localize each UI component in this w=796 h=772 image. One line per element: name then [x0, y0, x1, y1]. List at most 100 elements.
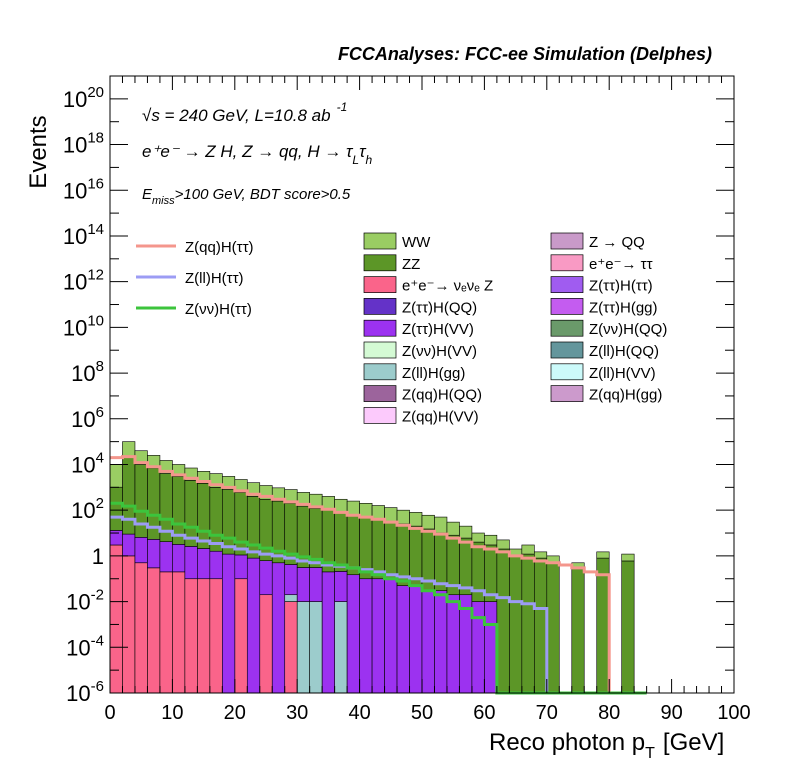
stack-bar — [159, 571, 173, 694]
legend-bkg-label: Z → QQ — [589, 234, 645, 251]
stack-bar — [271, 562, 286, 694]
stack-bar — [421, 590, 435, 694]
stack-bar — [172, 544, 186, 573]
signal-lines — [110, 455, 647, 695]
x-tick-label: 50 — [411, 702, 433, 724]
y-tick-label: 1020 — [63, 84, 104, 112]
stack-bar — [409, 525, 423, 586]
stack-bar — [122, 533, 136, 557]
stack-bar — [334, 571, 348, 602]
stack-bar — [234, 492, 248, 556]
stack-bar — [246, 496, 261, 559]
stack-bar — [184, 480, 198, 547]
stack-bar — [346, 514, 360, 576]
stack-bar — [109, 464, 123, 488]
legend-bkg-label: Z(νν)H(VV) — [402, 343, 477, 360]
stack-bar — [234, 578, 248, 694]
stack-bar — [521, 553, 535, 694]
stack-bar — [434, 590, 448, 694]
stack-bar — [371, 518, 385, 580]
stack-bar — [396, 585, 410, 694]
stack-bar — [309, 601, 323, 694]
stack-bar — [346, 574, 360, 694]
stack-bar — [471, 541, 485, 602]
svg-text:Emiss>100 GeV, BDT score>0.5: Emiss>100 GeV, BDT score>0.5 — [142, 186, 351, 207]
legend-bkg-swatch — [363, 407, 397, 424]
x-tick-label: 30 — [286, 702, 308, 724]
y-tick-label: 10-6 — [66, 678, 104, 706]
stack-bar — [484, 544, 498, 602]
stack-bar — [296, 567, 310, 602]
x-tick-label: 0 — [104, 702, 115, 724]
x-tick-label: 80 — [598, 702, 620, 724]
stack-bar — [147, 567, 161, 694]
legend-bkg-swatch — [363, 232, 397, 250]
stack-bar — [534, 551, 548, 559]
stack-bar — [309, 567, 323, 602]
legend-bkg-swatch — [363, 276, 397, 293]
stack-bar — [359, 503, 373, 518]
legend-signal-label: Z(νν)H(ττ) — [185, 301, 252, 318]
annotation-energy: √s = 240 GeV, L=10.8 ab -1 — [142, 100, 347, 125]
stack-bar — [546, 562, 560, 694]
stack-bar — [496, 539, 510, 550]
legend-bkg-swatch — [363, 363, 397, 381]
stack-bar — [134, 464, 148, 538]
y-tick-label: 108 — [71, 358, 104, 386]
stack-bar — [334, 498, 348, 513]
stack-bar — [134, 537, 148, 564]
annotation-process: e⁺e⁻ → Z H, Z → qq, H → τLτh — [142, 142, 372, 167]
stack-bar — [346, 500, 360, 516]
legend-bkg-swatch — [363, 341, 397, 359]
legend-bkg-swatch — [363, 385, 397, 402]
stack-bar — [471, 601, 485, 694]
stack-bar — [434, 532, 448, 591]
stack-bar — [434, 516, 448, 534]
stack-bar — [509, 555, 523, 694]
x-tick-label: 40 — [348, 702, 370, 724]
stack-bar — [284, 594, 298, 602]
svg-text:√s = 240 GeV, L=10.8 ab-1: √s = 240 GeV, L=10.8 ab -1 — [142, 100, 347, 125]
legend-bkg-swatch — [550, 363, 584, 381]
stack-bar — [446, 594, 460, 694]
legend-bkg-label: Z(ττ)H(VV) — [402, 321, 474, 338]
stack-bar — [109, 486, 123, 531]
stack-bar — [371, 578, 385, 694]
legend-bkg-swatch — [550, 385, 584, 402]
legend-bkg-label: e⁺e⁻→ ττ — [589, 256, 653, 273]
stack-bar — [222, 489, 236, 555]
y-tick-label: 1014 — [63, 221, 104, 249]
stack-bar — [459, 525, 473, 539]
legend-signal-label: Z(ll)H(ττ) — [185, 270, 244, 287]
svg-text:e⁺e⁻ → Z H, Z → qq, H → τLτh: e⁺e⁻ → Z H, Z → qq, H → τLτh — [142, 142, 372, 167]
annotation-cut: Emiss>100 GeV, BDT score>0.5 — [142, 186, 351, 207]
stack-bar — [359, 578, 373, 694]
stack-bar — [334, 512, 348, 572]
stack-bar — [596, 551, 610, 559]
stack-bar — [122, 457, 136, 535]
stack-bar — [571, 567, 585, 694]
stack-bar — [484, 601, 498, 694]
legend-bkg-label: Z(ττ)H(ττ) — [589, 278, 653, 295]
x-axis-label: Reco photon pT [GeV] — [489, 729, 724, 762]
x-tick-label: 100 — [717, 702, 750, 724]
legend-bkg-label: Z(ττ)H(gg) — [589, 299, 658, 316]
stack-bar — [596, 557, 610, 694]
stack-bar — [147, 539, 161, 569]
legend-bkg-label: WW — [402, 234, 431, 251]
stack-bar — [234, 554, 248, 580]
signal-line — [110, 501, 647, 695]
stack-bar — [284, 601, 298, 694]
chart-title: FCCAnalyses: FCC-ee Simulation (Delphes) — [338, 44, 712, 64]
stack-bar — [446, 521, 460, 536]
legend-bkg-swatch — [550, 254, 584, 272]
legend-bkg-label: Z(ll)H(gg) — [402, 365, 465, 382]
background-legend: WW Z → QQ ZZ e⁺e⁻→ ττ e⁺e⁻→ νₑνₑ Z Z(ττ)H(ττ)… — [363, 232, 667, 425]
stack-bar — [197, 482, 211, 549]
stack-bar — [459, 537, 473, 596]
legend-bkg-swatch — [363, 319, 397, 337]
stack-bar — [484, 534, 498, 546]
legend-bkg-swatch — [550, 276, 584, 293]
stack-bar — [259, 498, 273, 561]
